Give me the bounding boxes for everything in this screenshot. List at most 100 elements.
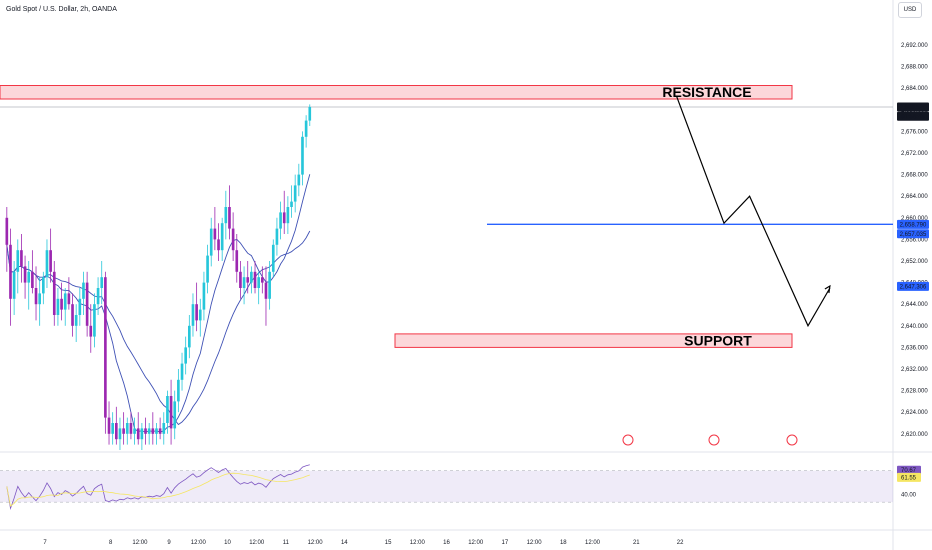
price-label-box bbox=[897, 229, 929, 239]
support-label: SUPPORT bbox=[684, 332, 752, 348]
rsi-label-box bbox=[897, 472, 921, 482]
y-tick-label: 2,668.000 bbox=[901, 173, 928, 179]
y-tick-label: 2,620.000 bbox=[901, 432, 928, 438]
candle-body bbox=[177, 379, 180, 402]
candle-body bbox=[220, 223, 224, 251]
candle-body bbox=[23, 266, 27, 283]
x-tick-label: 9 bbox=[167, 540, 171, 546]
price-label: 2,680.520 bbox=[900, 105, 927, 111]
resistance-zone bbox=[0, 85, 793, 100]
rsi-label: 61.55 bbox=[901, 475, 917, 481]
candle-body bbox=[239, 271, 242, 288]
x-tick-label: 18 bbox=[560, 540, 567, 546]
moving-average-fast bbox=[6, 174, 311, 433]
candle-body bbox=[206, 255, 209, 283]
candle-body bbox=[198, 309, 202, 321]
y-tick-label: 2,628.000 bbox=[901, 389, 928, 395]
candle-body bbox=[166, 396, 169, 423]
candle-body bbox=[129, 423, 133, 434]
candle-body bbox=[42, 277, 45, 294]
candle-body bbox=[217, 239, 220, 251]
resistance-label: RESISTANCE bbox=[662, 84, 751, 100]
candle-body bbox=[180, 363, 184, 380]
y-tick-label: 2,640.000 bbox=[901, 324, 928, 330]
candle-body bbox=[52, 271, 56, 315]
candle-body bbox=[31, 271, 34, 288]
event-marker-icon bbox=[708, 434, 720, 446]
candle-body bbox=[195, 304, 198, 321]
moving-average-slow bbox=[6, 230, 311, 426]
x-tick-label: 12:00 bbox=[585, 540, 601, 546]
candle-body bbox=[96, 288, 100, 305]
x-tick-label: 12:00 bbox=[191, 540, 207, 546]
candle-body bbox=[188, 325, 191, 348]
candle-body bbox=[111, 423, 114, 434]
candle-body bbox=[279, 212, 282, 229]
candle-body bbox=[136, 428, 140, 440]
rsi-line bbox=[6, 464, 310, 510]
x-tick-label: 12:00 bbox=[308, 540, 324, 546]
y-tick-label: 2,672.000 bbox=[901, 151, 928, 157]
candle-body bbox=[250, 271, 253, 283]
rsi-band bbox=[0, 470, 893, 503]
x-tick-label: 8 bbox=[109, 540, 113, 546]
candle-body bbox=[151, 428, 155, 434]
y-tick-label: 2,652.000 bbox=[901, 259, 928, 265]
x-tick-label: 7 bbox=[43, 540, 47, 546]
candle-body bbox=[224, 207, 228, 224]
candle-body bbox=[93, 304, 96, 337]
candle-body bbox=[125, 423, 129, 434]
candle-body bbox=[235, 250, 239, 272]
x-tick-label: 12:00 bbox=[527, 540, 543, 546]
rsi-ma-line bbox=[6, 472, 310, 507]
candle-body bbox=[107, 417, 111, 434]
y-tick-label: 2,688.000 bbox=[901, 65, 928, 71]
y-tick-label: 2,676.000 bbox=[901, 129, 928, 135]
candle-body bbox=[122, 428, 125, 434]
candle-body bbox=[78, 298, 82, 315]
candle-body bbox=[100, 277, 104, 288]
candle-body bbox=[71, 304, 74, 326]
candle-body bbox=[184, 347, 187, 364]
rsi-label-box bbox=[897, 465, 921, 475]
candle-body bbox=[293, 185, 297, 202]
candle-body bbox=[242, 277, 246, 288]
candle-body bbox=[228, 207, 231, 229]
candle-body bbox=[253, 271, 257, 288]
x-tick-label: 14 bbox=[341, 540, 348, 546]
candle-body bbox=[271, 244, 275, 272]
price-label-box bbox=[897, 219, 929, 229]
candle-body bbox=[169, 396, 173, 429]
y-tick-label: 2,692.000 bbox=[901, 43, 928, 49]
x-tick-label: 21 bbox=[633, 540, 640, 546]
candle-body bbox=[297, 174, 301, 186]
candle-body bbox=[275, 228, 279, 245]
candle-body bbox=[67, 293, 71, 305]
candle-body bbox=[56, 298, 60, 315]
x-tick-label: 22 bbox=[677, 540, 684, 546]
y-tick-label: 2,660.000 bbox=[901, 216, 928, 222]
candle-body bbox=[308, 106, 312, 121]
candle-body bbox=[246, 277, 250, 283]
projection-arrowhead bbox=[824, 284, 831, 294]
candle-body bbox=[264, 282, 268, 299]
candle-body bbox=[213, 228, 217, 240]
candle-body bbox=[140, 428, 144, 440]
x-tick-label: 12:00 bbox=[249, 540, 265, 546]
candle-body bbox=[63, 293, 67, 310]
currency-button[interactable]: USD bbox=[898, 2, 922, 18]
candle-body bbox=[85, 282, 89, 326]
y-tick-label: 2,664.000 bbox=[901, 194, 928, 200]
event-marker-icon bbox=[622, 434, 634, 446]
x-tick-label: 15 bbox=[385, 540, 392, 546]
candle-body bbox=[202, 282, 206, 310]
candle-body bbox=[301, 136, 304, 175]
x-tick-label: 10 bbox=[224, 540, 231, 546]
candle-body bbox=[144, 428, 147, 434]
y-tick-label: 2,644.000 bbox=[901, 302, 928, 308]
y-tick-label: 2,656.000 bbox=[901, 237, 928, 243]
price-label: 01:56:45 bbox=[901, 114, 925, 120]
candle-body bbox=[133, 428, 136, 434]
candle-body bbox=[191, 304, 195, 326]
